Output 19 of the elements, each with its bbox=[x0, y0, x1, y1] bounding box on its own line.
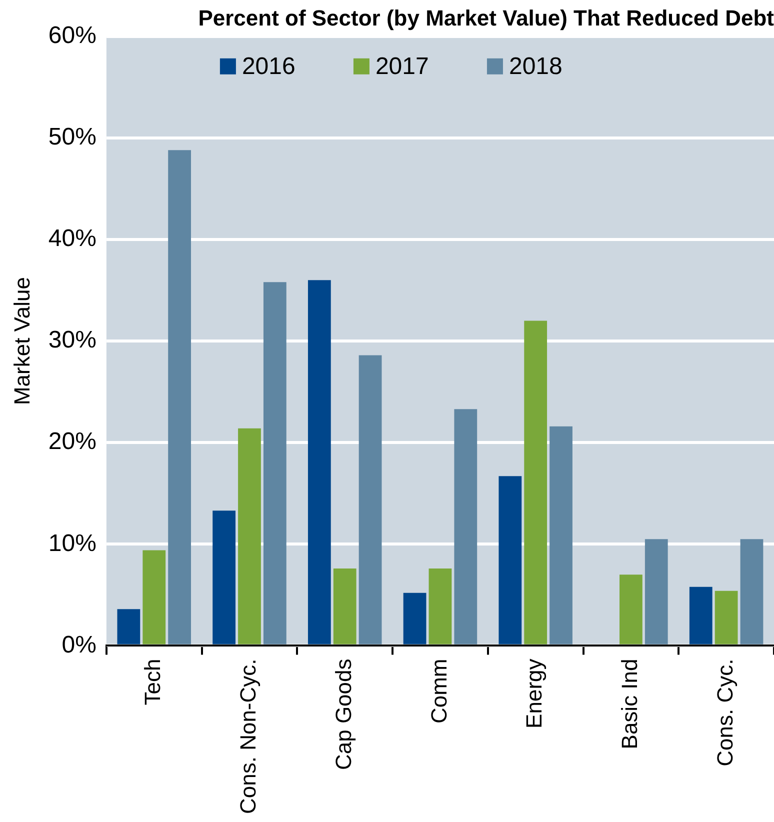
chart-title: Percent of Sector (by Market Value) That Reduced Debt bbox=[198, 5, 774, 30]
y-tick-label: 0% bbox=[62, 631, 96, 658]
x-tick-label: Cons. Cyc. bbox=[712, 658, 738, 766]
y-tick-label: 60% bbox=[48, 22, 96, 50]
legend-label: 2017 bbox=[375, 53, 429, 80]
y-tick-label: 10% bbox=[48, 530, 96, 557]
y-tick-label: 40% bbox=[48, 225, 96, 252]
x-tick-label: Cons. Non-Cyc. bbox=[236, 658, 261, 814]
legend-label: 2016 bbox=[242, 53, 296, 80]
y-tick-label: 50% bbox=[48, 124, 96, 151]
x-tick-label: Comm bbox=[426, 658, 452, 724]
y-axis-title: Market Value bbox=[9, 277, 34, 406]
y-tick-label: 30% bbox=[48, 326, 96, 354]
x-tick-label: Basic Ind bbox=[617, 658, 642, 750]
x-tick-label: Tech bbox=[140, 658, 166, 706]
x-tick-label: Cap Goods bbox=[330, 658, 356, 770]
legend-label: 2018 bbox=[508, 53, 562, 80]
y-tick-label: 20% bbox=[48, 428, 96, 456]
x-tick-label: Energy bbox=[522, 658, 547, 728]
